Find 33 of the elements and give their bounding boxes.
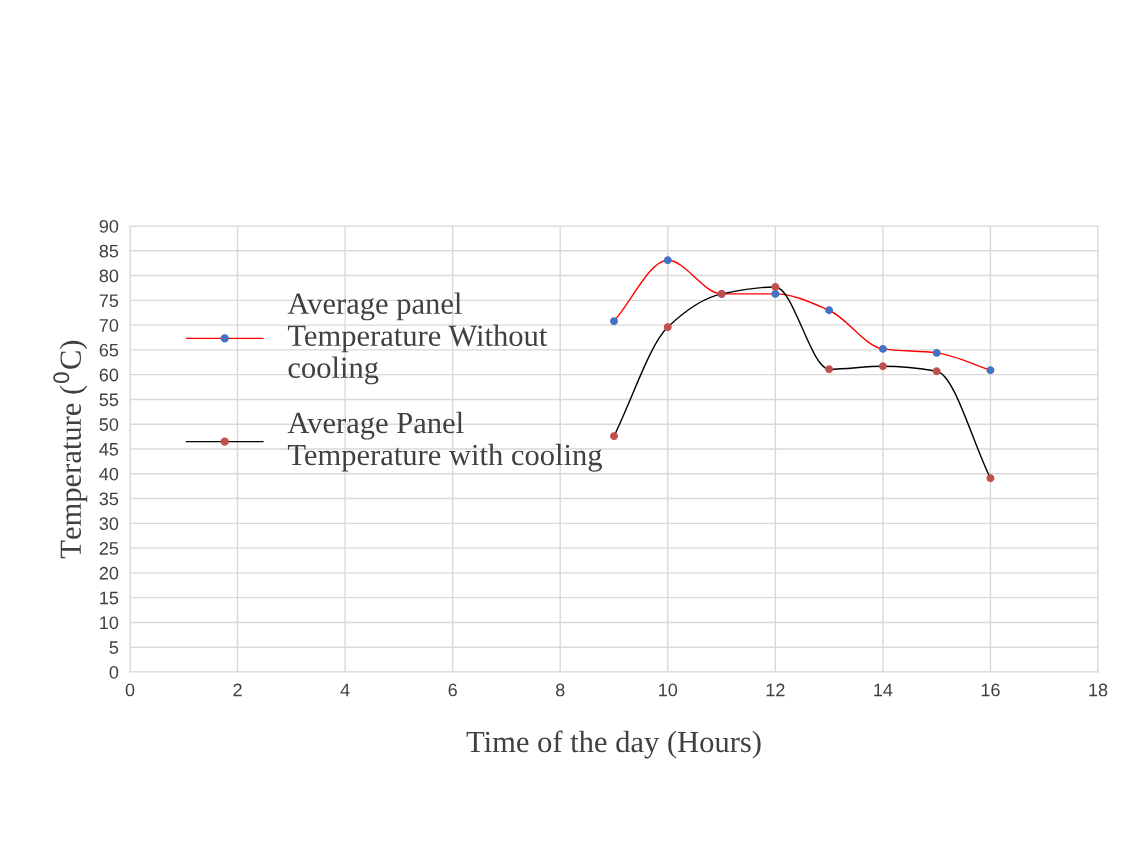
y-tick-label: 70	[99, 319, 119, 332]
y-tick-label: 90	[99, 219, 119, 233]
x-tick-label: 14	[874, 683, 893, 697]
x-tick-label: 2	[233, 683, 242, 697]
x-tick-label: 6	[448, 683, 457, 697]
y-tick-label: 65	[99, 343, 119, 357]
y-tick-label: 30	[99, 517, 119, 531]
y-tick-label: 0	[109, 665, 119, 679]
y-tick-label: 20	[99, 566, 119, 580]
y-tick-label: 10	[100, 616, 119, 630]
y-tick-label: 80	[99, 269, 119, 283]
y-tick-label: 60	[99, 368, 119, 382]
legend-label: Average Panel Temperature with cooling	[287, 411, 602, 472]
x-tick-label: 0	[125, 683, 135, 697]
y-tick-label: 35	[99, 492, 119, 506]
y-tick-label: 50	[99, 418, 119, 431]
x-tick-label: 12	[766, 683, 785, 697]
legend-label: Average panel Temperature Without cooling	[287, 292, 548, 385]
y-tick-label: 55	[99, 393, 119, 407]
y-tick-label: 45	[99, 443, 119, 456]
y-tick-label: 75	[99, 294, 119, 308]
x-tick-label: 10	[659, 683, 678, 697]
y-tick-label: 85	[99, 244, 119, 258]
y-axis-title: Temperature ($^{0}$C)	[53, 340, 88, 559]
y-tick-label: 25	[99, 542, 119, 555]
x-tick-label: 4	[340, 683, 350, 697]
y-tick-label: 40	[99, 467, 119, 481]
x-tick-label: 8	[555, 683, 565, 697]
y-tick-label: 15	[100, 591, 119, 605]
x-tick-label: 16	[981, 683, 1000, 697]
x-tick-label: 18	[1089, 683, 1108, 697]
y-tick-label: 5	[109, 641, 119, 654]
x-axis-title: Time of the day (Hours)	[466, 730, 761, 759]
